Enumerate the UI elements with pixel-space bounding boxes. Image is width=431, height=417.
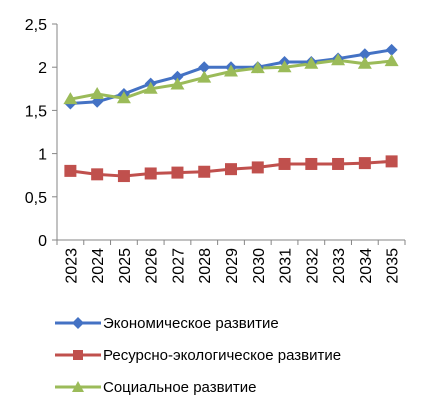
data-point-social xyxy=(224,64,238,77)
legend-item-economic: Экономическое развитие xyxy=(55,307,341,339)
y-tick-label: 1 xyxy=(38,147,47,164)
x-tick-label: 2030 xyxy=(251,248,268,284)
data-point-social xyxy=(143,81,158,94)
data-point-resource xyxy=(251,161,264,174)
data-point-social xyxy=(331,53,346,66)
legend-square-icon xyxy=(73,350,83,360)
data-point-resource xyxy=(385,155,398,168)
data-point-social xyxy=(170,77,185,90)
y-tick-label: 2 xyxy=(38,60,47,77)
data-point-social xyxy=(384,54,399,67)
legend-diamond-icon xyxy=(72,317,84,329)
data-point-resource xyxy=(198,165,211,178)
x-tick-label: 2033 xyxy=(331,248,348,284)
legend-item-resource: Ресурсно-экологическое развитие xyxy=(55,339,341,371)
x-tick-label: 2031 xyxy=(278,248,295,284)
legend-marker-resource xyxy=(55,350,101,360)
legend: Экономическое развитие Ресурсно-экологич… xyxy=(55,307,341,403)
x-tick-label: 2032 xyxy=(304,248,321,284)
data-point-resource xyxy=(171,166,184,179)
data-point-resource xyxy=(278,157,291,170)
data-point-resource xyxy=(91,168,104,181)
x-tick-label: 2034 xyxy=(358,248,375,284)
data-point-social xyxy=(250,61,265,74)
data-point-resource xyxy=(358,157,371,170)
x-tick-label: 2024 xyxy=(90,248,107,284)
x-tick-label: 2025 xyxy=(117,248,134,284)
legend-marker-economic xyxy=(55,317,101,329)
data-point-economic xyxy=(198,61,211,74)
x-tick-label: 2023 xyxy=(63,248,80,284)
legend-label-resource: Ресурсно-экологическое развитие xyxy=(103,346,342,364)
data-point-social xyxy=(197,70,212,83)
x-tick-label: 2028 xyxy=(197,248,214,284)
data-point-resource xyxy=(332,157,345,170)
data-point-social xyxy=(304,56,319,69)
x-tick-label: 2027 xyxy=(170,248,187,284)
y-tick-label: 0,5 xyxy=(25,190,47,207)
data-point-social xyxy=(116,91,131,104)
data-point-economic xyxy=(358,48,371,61)
data-point-social xyxy=(277,60,292,73)
legend-marker-social xyxy=(55,381,101,392)
x-tick-label: 2026 xyxy=(144,248,161,284)
x-tick-label: 2035 xyxy=(385,248,402,284)
data-point-social xyxy=(90,86,105,99)
data-point-resource xyxy=(305,157,318,170)
data-point-economic xyxy=(385,43,398,56)
y-tick-label: 1,5 xyxy=(25,103,47,120)
data-point-resource xyxy=(64,164,77,177)
y-tick-label: 2,5 xyxy=(25,17,47,34)
legend-label-social: Социальное развитие xyxy=(103,378,257,396)
legend-label-economic: Экономическое развитие xyxy=(103,314,279,332)
data-point-social xyxy=(63,92,78,105)
data-point-resource xyxy=(117,170,130,183)
data-point-resource xyxy=(225,163,237,176)
data-point-resource xyxy=(144,167,157,180)
legend-triangle-icon xyxy=(72,381,84,392)
line-chart: 0 0,5 1 1,5 2 2,5 2023 2024 2025 2026 2027 2028 2029… xyxy=(25,17,406,284)
data-point-social xyxy=(357,56,372,69)
legend-item-social: Социальное развитие xyxy=(55,371,341,403)
y-tick-label: 0 xyxy=(38,233,47,250)
data-point-economic xyxy=(171,70,184,83)
x-tick-label: 2029 xyxy=(224,248,241,284)
